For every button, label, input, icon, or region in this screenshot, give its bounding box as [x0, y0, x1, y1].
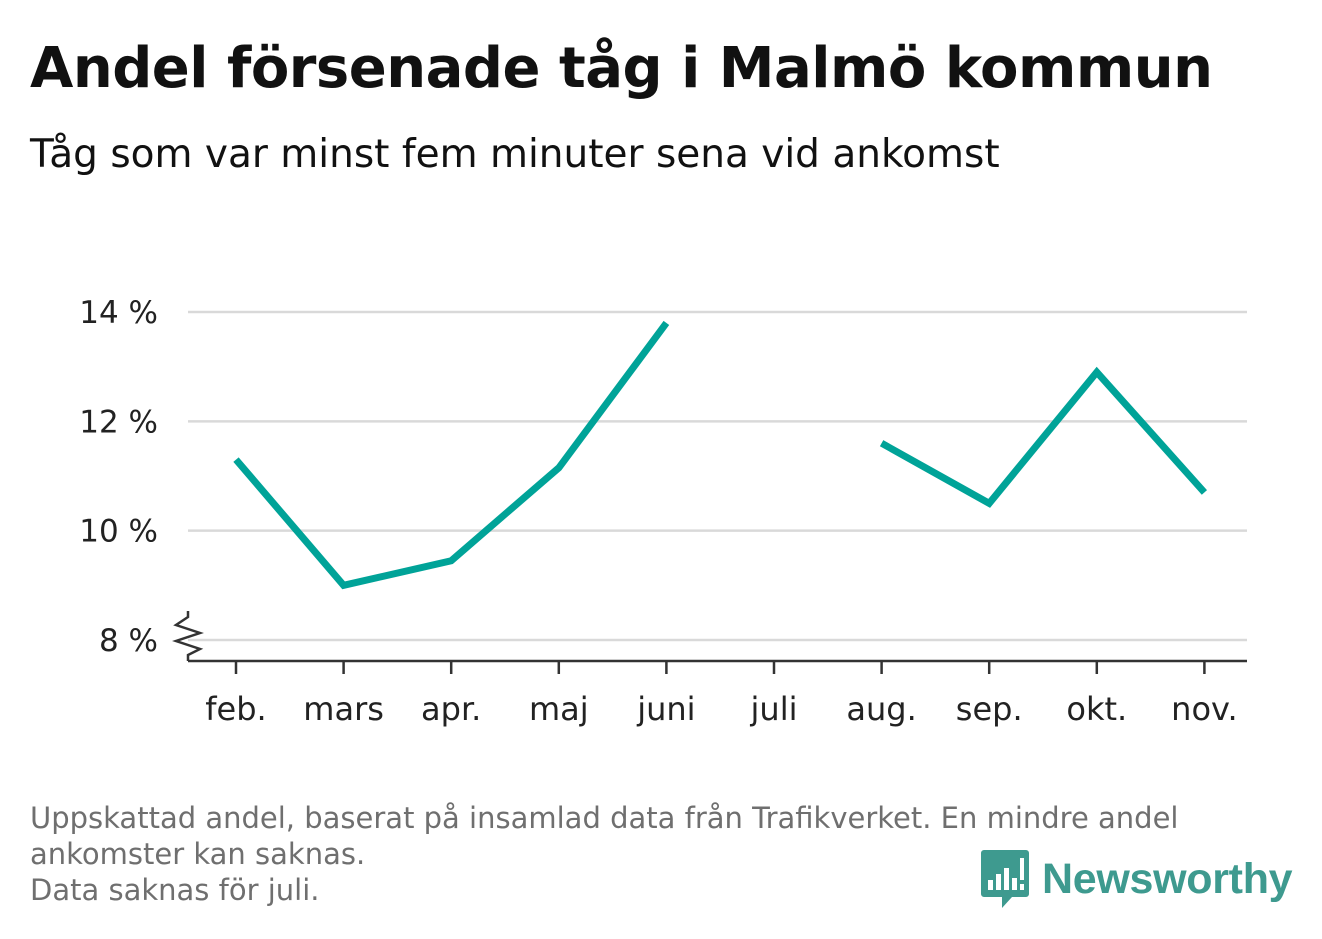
x-tick-label: juni: [636, 690, 695, 728]
x-tick-label: juli: [750, 690, 798, 728]
chart-title: Andel försenade tåg i Malmö kommun: [30, 36, 1213, 101]
x-tick-label: mars: [303, 690, 384, 728]
line-chart: 8 % 10 % 12 % 14 % feb. mars apr. maj juni juli au…: [79, 295, 1247, 728]
y-tick-label: 10 %: [79, 514, 158, 550]
footnote-line-1: Uppskattad andel, baserat på insamlad da…: [30, 801, 1179, 835]
brand-name: Newsworthy: [1042, 854, 1293, 903]
y-tick-label: 14 %: [79, 295, 158, 331]
footnote: Uppskattad andel, baserat på insamlad da…: [30, 800, 1280, 908]
newsworthy-logo: Newsworthy: [980, 848, 1293, 910]
y-tick-label: 12 %: [79, 404, 158, 440]
x-tick-label: maj: [529, 690, 589, 728]
y-tick-label: 8 %: [99, 623, 158, 659]
chart-subtitle: Tåg som var minst fem minuter sena vid a…: [30, 132, 1000, 177]
axis-break-icon: [172, 611, 204, 661]
bar-chart-speech-icon: [981, 850, 1029, 908]
series-line-segment-1: [233, 320, 670, 590]
footnote-line-3: Data saknas för juli.: [30, 873, 320, 907]
x-tick-label: aug.: [846, 690, 916, 728]
x-tick-label: feb.: [205, 690, 266, 728]
x-tick-label: apr.: [421, 690, 481, 728]
x-tick-label: okt.: [1066, 690, 1127, 728]
x-tick-label: nov.: [1171, 690, 1237, 728]
x-tick-label: sep.: [956, 690, 1023, 728]
series-line-segment-2: [879, 366, 1208, 508]
footnote-line-2: ankomster kan saknas.: [30, 837, 366, 871]
